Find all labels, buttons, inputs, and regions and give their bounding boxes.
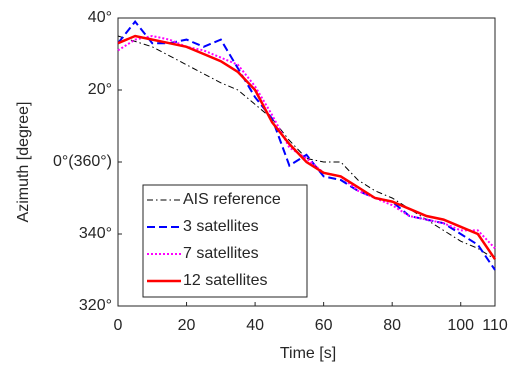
legend-label: 3 satellites — [183, 218, 259, 235]
x-tick-label: 20 — [178, 317, 196, 334]
x-tick-label: 110 — [482, 317, 508, 334]
y-tick-label: 320° — [79, 297, 112, 314]
x-tick-label: 40 — [246, 317, 264, 334]
series-line — [117, 35, 496, 260]
x-tick-label: 0 — [114, 317, 123, 334]
y-tick-label: 0°(360°) — [53, 153, 112, 170]
series-line — [117, 34, 497, 260]
x-tick-label: 60 — [315, 317, 333, 334]
y-tick-label: 20° — [88, 81, 112, 98]
y-tick-label: 340° — [79, 225, 112, 242]
legend-label: AIS reference — [183, 191, 281, 208]
legend-box — [142, 184, 308, 298]
x-tick-label: 80 — [383, 317, 401, 334]
y-axis-label: Azimuth [degree] — [15, 102, 32, 223]
series-line — [117, 34, 496, 250]
legend-label: 7 satellites — [183, 245, 259, 262]
x-tick-label: 100 — [447, 317, 474, 334]
y-tick-label: 40° — [88, 9, 112, 26]
x-axis-label: Time [s] — [280, 345, 336, 362]
legend-label: 12 satellites — [183, 272, 268, 289]
